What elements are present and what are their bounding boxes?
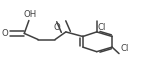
Text: Cl: Cl bbox=[98, 23, 106, 32]
Text: Cl: Cl bbox=[121, 44, 129, 53]
Text: O: O bbox=[53, 23, 60, 32]
Text: OH: OH bbox=[23, 10, 36, 19]
Text: O: O bbox=[1, 29, 8, 38]
